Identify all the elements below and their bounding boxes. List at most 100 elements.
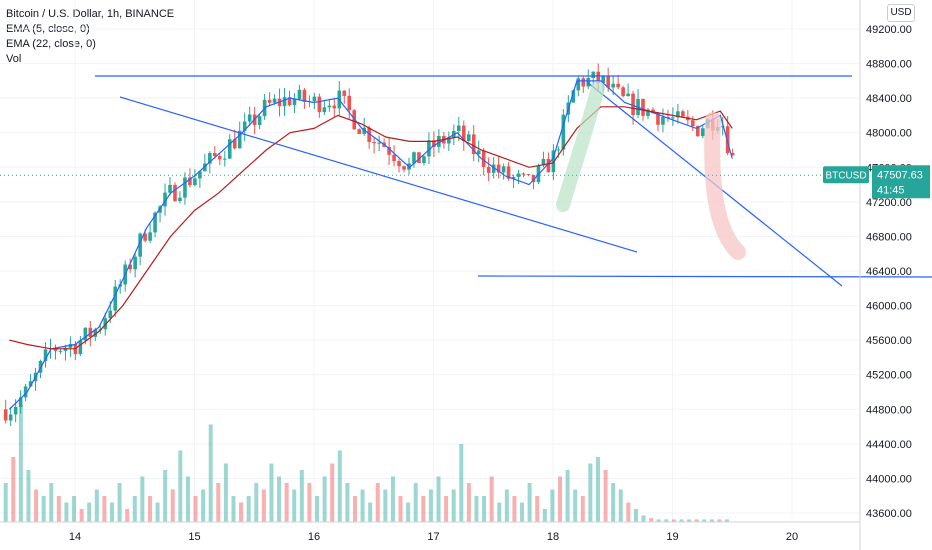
volume-bar (527, 483, 532, 522)
volume-bar (542, 509, 547, 522)
volume-bar (520, 502, 525, 522)
volume-bar (626, 502, 631, 522)
volume-bar (140, 476, 145, 522)
chart-axes: 43600.00 44000.00 44400.00 44800.00 45200.00… (0, 0, 912, 550)
candle-body (128, 264, 132, 270)
candle-body (695, 126, 700, 137)
volume-bar (459, 444, 464, 522)
candle-body (496, 164, 501, 173)
y-tick-label: 48800.00 (866, 59, 912, 71)
x-tick-label: 15 (188, 531, 200, 543)
candle-body (616, 83, 620, 88)
red-arrow-highlight (704, 112, 746, 260)
candle-body (601, 76, 605, 83)
volume-bar (595, 457, 600, 522)
volume-bar (694, 519, 699, 522)
candle-body (143, 233, 147, 241)
volume-bar (125, 509, 130, 522)
volume-bar (709, 519, 714, 522)
volume-bar (79, 509, 84, 522)
candlesticks (3, 63, 735, 427)
candle-body (332, 105, 337, 109)
volume-bar (497, 502, 502, 522)
x-tick-label: 14 (69, 531, 81, 543)
volume-bar (34, 489, 39, 522)
volume-bar (633, 509, 638, 522)
x-tick-label: 16 (308, 531, 320, 543)
volume-bar (375, 483, 380, 522)
x-tick-label: 17 (427, 531, 439, 543)
volume-bar (504, 489, 509, 522)
volume-bar (618, 489, 623, 522)
volume-bar (231, 496, 236, 522)
volume-bar (277, 476, 282, 522)
volume-bar (147, 496, 152, 522)
volume-bar (56, 496, 61, 522)
candle-body (471, 134, 476, 154)
candle-body (432, 140, 436, 147)
candle-body (317, 96, 322, 113)
candle-body (541, 158, 546, 166)
currency-button[interactable]: USD (887, 4, 915, 22)
volume-bar (383, 489, 388, 522)
candle-body (227, 139, 232, 159)
candle-body (626, 93, 630, 97)
volume-bar (360, 489, 365, 522)
y-tick-label: 44000.00 (866, 473, 912, 485)
candle-body (641, 98, 645, 116)
volume-bar (254, 483, 259, 522)
candle-body (222, 158, 227, 160)
symbol-tag-text: BTCUSD (825, 170, 866, 181)
y-tick-label: 48400.00 (866, 93, 912, 105)
candle-body (272, 98, 277, 103)
candle-body (581, 78, 586, 87)
candle-body (287, 97, 292, 106)
volume-bar (223, 463, 228, 522)
candle-body (412, 152, 416, 164)
volume-bar (474, 496, 479, 522)
candle-body (730, 153, 735, 156)
candle-body (347, 95, 352, 111)
volume-bar (535, 496, 540, 522)
candle-body (203, 163, 207, 172)
candle-body (367, 127, 371, 142)
indicator-volume[interactable]: Vol (6, 53, 22, 65)
candle-body (546, 158, 551, 173)
candle-body (377, 142, 381, 144)
volume-bar (557, 476, 562, 522)
candle-body (700, 128, 705, 137)
x-tick-label: 19 (666, 531, 678, 543)
candle-body (551, 150, 556, 173)
x-tick-label: 20 (786, 531, 798, 543)
candle-body (427, 140, 431, 157)
volume-bar (550, 489, 555, 522)
indicator-ema22[interactable]: EMA (22, close, 0) (6, 38, 96, 50)
candle-body (8, 414, 13, 421)
candle-body (402, 166, 406, 170)
volume-bar (664, 519, 669, 522)
candle-body (302, 89, 307, 102)
volume-bar (64, 502, 69, 522)
y-tick-label: 46800.00 (866, 231, 912, 243)
candle-body (43, 349, 48, 361)
volume-bar (307, 483, 312, 522)
falling-trendline (119, 96, 638, 253)
volume-bar (3, 483, 8, 522)
volume-bar (216, 483, 221, 522)
volume-bar (368, 502, 373, 522)
volume-bar (132, 496, 137, 522)
candle-body (188, 177, 192, 186)
candle-body (237, 130, 242, 149)
candle-body (3, 409, 8, 421)
volume-bar (717, 519, 722, 522)
y-tick-label: 45600.00 (866, 335, 912, 347)
candle-body (322, 107, 327, 113)
candle-body (576, 78, 581, 91)
candle-body (397, 161, 401, 167)
y-tick-label: 44400.00 (866, 439, 912, 451)
volume-bar (49, 483, 54, 522)
candle-body (476, 150, 481, 154)
volume-bar (94, 489, 99, 522)
x-tick-label: 18 (547, 531, 559, 543)
